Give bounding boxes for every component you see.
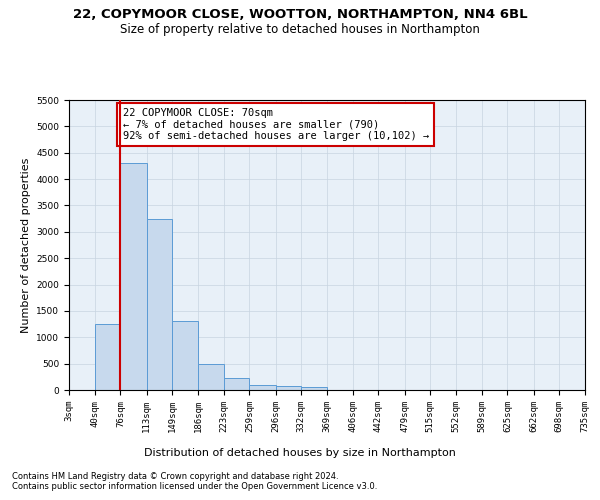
Text: Distribution of detached houses by size in Northampton: Distribution of detached houses by size … <box>144 448 456 458</box>
Text: Contains HM Land Registry data © Crown copyright and database right 2024.: Contains HM Land Registry data © Crown c… <box>12 472 338 481</box>
Bar <box>95 324 121 390</box>
Text: Size of property relative to detached houses in Northampton: Size of property relative to detached ho… <box>120 22 480 36</box>
Y-axis label: Number of detached properties: Number of detached properties <box>21 158 31 332</box>
Bar <box>275 386 301 390</box>
Bar <box>301 388 327 390</box>
Bar <box>224 378 250 390</box>
Bar <box>121 164 146 390</box>
Text: 22 COPYMOOR CLOSE: 70sqm
← 7% of detached houses are smaller (790)
92% of semi-d: 22 COPYMOOR CLOSE: 70sqm ← 7% of detache… <box>122 108 429 141</box>
Bar <box>250 384 275 390</box>
Bar <box>198 364 224 390</box>
Bar <box>146 218 172 390</box>
Text: Contains public sector information licensed under the Open Government Licence v3: Contains public sector information licen… <box>12 482 377 491</box>
Bar <box>172 322 198 390</box>
Text: 22, COPYMOOR CLOSE, WOOTTON, NORTHAMPTON, NN4 6BL: 22, COPYMOOR CLOSE, WOOTTON, NORTHAMPTON… <box>73 8 527 20</box>
